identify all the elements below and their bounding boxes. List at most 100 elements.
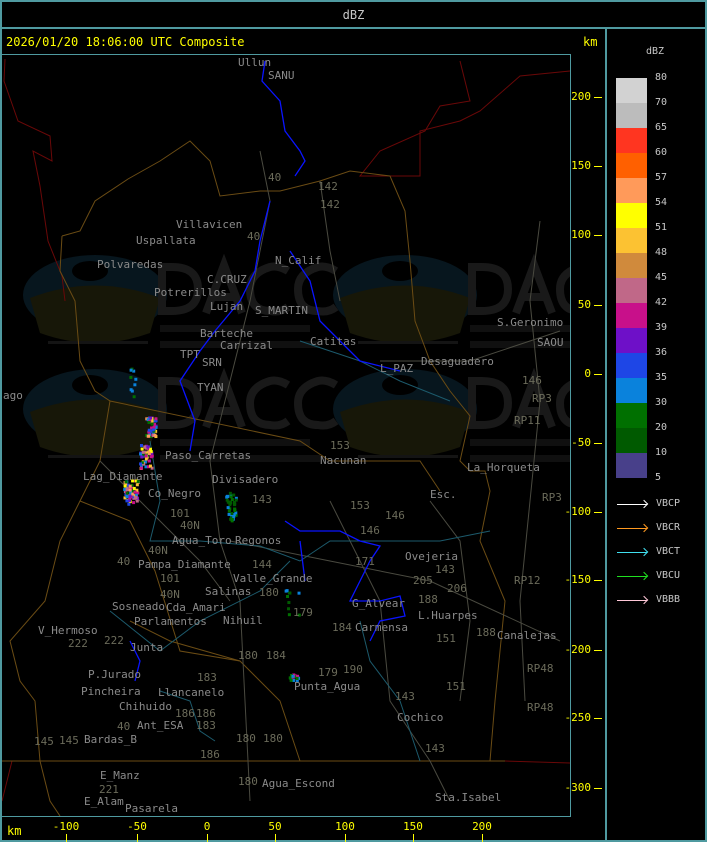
place-label: E_Alam [84,795,124,808]
radar-echo [228,491,232,495]
radar-map[interactable]: Ullun SANU Villavicen Uspallata Polvaredas N_… [2,54,571,817]
x-tick-label: 0 [203,820,211,833]
place-label: E_Manz [100,769,140,782]
road-number-label: 40N [148,544,168,557]
radar-echo [295,676,299,680]
radar-echo [127,502,131,506]
department-border [129,620,241,662]
header-title: dBZ [342,8,365,22]
radar-echo [130,485,134,489]
legend-level-label: 57 [655,172,668,183]
x-tick-label: 200 [472,820,492,833]
radar-echo [123,488,127,492]
radar-label: VBBB [656,594,681,605]
road-number-label: 40 [268,171,282,184]
road-number-label: 153 [330,439,350,452]
y-tick-mark [594,512,602,513]
road-number-label: 101 [170,507,190,520]
province-border [9,235,111,816]
x-tick-mark [207,834,208,842]
radar-echo [125,495,129,499]
irrigated-area-outline [261,60,306,177]
unit-label-bottom: km [7,824,22,838]
x-tick-label: 100 [335,820,355,833]
y-tick-label: 150 [571,159,591,172]
road-number-label: RP3 [532,392,552,405]
map-layer [2,58,570,816]
radar-echo [226,494,230,498]
legend-level-label: 30 [655,397,668,408]
road-number-label: 180 [238,649,258,662]
y-tick-label: 50 [577,298,591,311]
radar-echo [150,466,154,470]
radar-echo [148,447,152,451]
country-border [504,760,570,764]
road-number-label: 146 [385,509,405,522]
irrigated-area-outline [179,200,271,452]
place-label: Regonos [235,534,282,547]
place-label: Pincheira [81,685,141,698]
radar-echo [228,507,232,511]
radar-echo [234,498,238,502]
radar-echo [141,450,145,454]
radar-echo [135,483,139,487]
radar-echo [296,674,300,678]
radar-echo [146,418,150,422]
radar-echo [123,484,127,488]
radar-echo [125,499,129,503]
radar-echo [134,479,138,483]
irrigated-area-outline [284,520,406,642]
place-label: ago [3,389,23,402]
place-label: Cda_Amari [166,601,226,614]
x-tick-label: -50 [127,820,147,833]
radar-echo [125,491,129,495]
legend-swatch [616,178,647,203]
dacc-watermark-logo [333,253,570,348]
radar-echo [131,492,135,496]
place-label: Nacunan [320,454,367,467]
road-number-label: 153 [350,499,370,512]
road [429,500,471,702]
radar-line-icon [617,504,647,505]
radar-echo [149,455,153,459]
radar-echo [128,488,132,492]
radar-echo [129,375,133,379]
legend-level-label: 39 [655,322,668,333]
river [299,340,451,402]
radar-echo [288,676,292,680]
top-bar: dBZ [0,0,707,29]
place-label: Punta_Agua [294,680,361,693]
legend-level-label: 5 [655,472,662,483]
road-number-label: 186 [175,707,195,720]
place-label: S_MARTIN [255,304,308,317]
radar-echo [133,490,137,494]
y-tick-mark [594,166,602,167]
legend-swatch [616,353,647,378]
radar-echo [129,388,133,392]
radar-echo [154,417,158,421]
x-tick-mark [482,834,483,842]
y-tick-mark [594,650,602,651]
radar-echo [153,422,157,426]
radar-echo [151,428,155,432]
place-label: SANU [268,69,295,82]
road [319,180,341,302]
radar-label: VBCR [656,522,681,533]
radar-echo [234,513,238,517]
radar-echo [297,613,301,617]
radar-label: VBCT [656,546,681,557]
x-tick-mark [413,834,414,842]
radar-echo [143,445,147,449]
place-label: Catitas [310,335,357,348]
radar-echo [140,455,144,459]
radar-echo [228,503,232,507]
legend-title: dBZ [646,46,665,57]
place-label: Bardas_B [84,733,137,746]
radar-echo [287,613,291,617]
road-number-label: RP11 [514,414,541,427]
place-label: Sta.Isabel [435,791,502,804]
radar-echo [148,464,152,468]
radar-echo [150,419,154,423]
radar-echo [146,465,150,469]
radar-echo [143,450,147,454]
